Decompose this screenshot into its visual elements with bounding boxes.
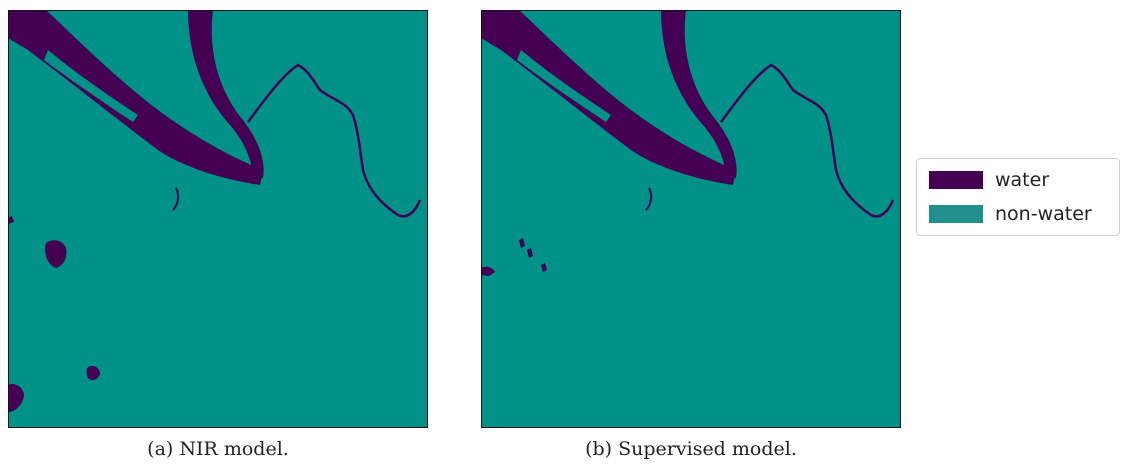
plot-frame [8, 10, 428, 428]
legend-swatch-non-water [929, 205, 983, 223]
water-regions [481, 10, 895, 276]
legend: water non-water [916, 158, 1120, 236]
caption-b: (b) Supervised model. [585, 438, 797, 460]
water-map-supervised [481, 10, 901, 428]
water-map-nir [8, 10, 428, 428]
legend-label-non-water: non-water [995, 203, 1092, 225]
plot-frame [481, 10, 901, 428]
panel-nir-model [8, 10, 428, 428]
legend-swatch-water [929, 171, 983, 189]
water-regions [8, 10, 422, 412]
legend-item-water: water [929, 169, 1049, 191]
caption-a: (a) NIR model. [147, 438, 289, 460]
panel-supervised-model [481, 10, 901, 428]
legend-label-water: water [995, 169, 1050, 191]
legend-item-non-water: non-water [929, 203, 1092, 225]
